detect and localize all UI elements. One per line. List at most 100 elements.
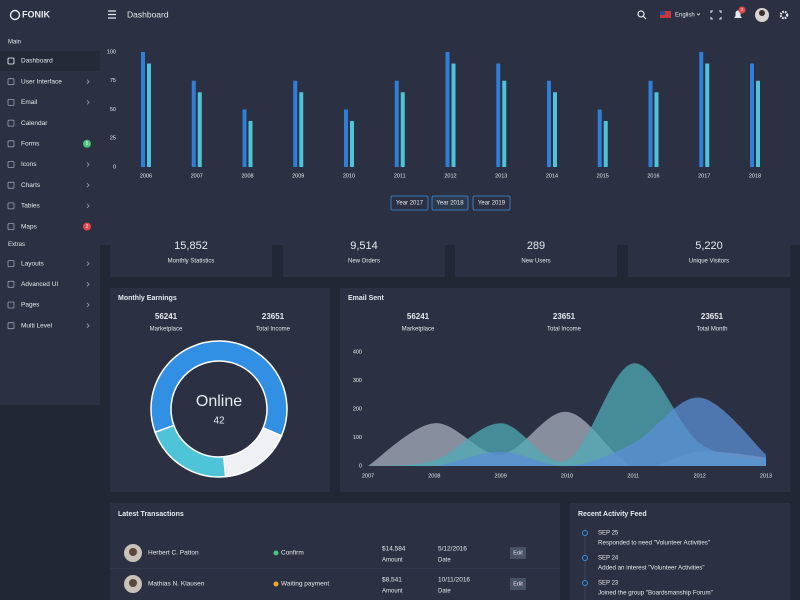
edit-button[interactable] — [510, 547, 526, 559]
activity-date: SEP 24 — [598, 556, 619, 562]
bar — [293, 80, 298, 167]
year-button[interactable] — [472, 195, 511, 211]
badge-count: 2 — [86, 224, 89, 230]
section-title: Main — [8, 40, 21, 46]
menu-item[interactable]: Charts — [21, 182, 41, 189]
bar — [248, 121, 253, 167]
fullscreen-icon[interactable] — [710, 10, 722, 20]
x-tick-label: 2012 — [444, 173, 456, 179]
bar — [299, 92, 304, 167]
bar — [597, 109, 602, 167]
date-label: Date — [438, 589, 451, 595]
x-tick-label: 2014 — [546, 173, 558, 179]
x-tick-label: 2013 — [760, 473, 772, 479]
year-button[interactable] — [431, 195, 469, 211]
menu-toggle[interactable] — [108, 10, 116, 19]
menu-icon — [7, 322, 15, 330]
y-tick-label: 25 — [110, 136, 116, 142]
date: 10/11/2016 — [438, 577, 470, 584]
stat-value: 15,852 — [174, 240, 208, 252]
menu-item[interactable]: Pages — [21, 302, 40, 309]
x-tick-label: 2006 — [140, 173, 152, 179]
stat-card — [628, 229, 790, 277]
bar — [603, 121, 608, 167]
bar — [451, 63, 456, 167]
x-tick-label: 2009 — [495, 473, 507, 479]
x-tick-label: 2008 — [428, 473, 440, 479]
active-row — [0, 51, 100, 71]
language[interactable]: English — [675, 13, 695, 19]
metric-label: Marketplace — [150, 327, 183, 333]
dropdown-caret — [696, 13, 701, 16]
timeline-dot — [582, 580, 588, 586]
badge-count: 8 — [86, 141, 89, 147]
menu-icon — [7, 161, 15, 168]
search-icon[interactable] — [637, 10, 647, 20]
stat-value: 9,514 — [350, 240, 378, 252]
amount-label: Amount — [382, 558, 403, 564]
activity-date: SEP 23 — [598, 581, 619, 587]
section-title: Extras — [8, 242, 25, 248]
menu-item[interactable]: Dashboard — [21, 58, 53, 65]
chevron — [86, 323, 90, 328]
bar — [400, 92, 405, 167]
chevron — [86, 282, 90, 287]
x-tick-label: 2011 — [394, 173, 406, 179]
flag[interactable] — [660, 11, 671, 18]
menu-item[interactable]: Forms — [21, 141, 40, 148]
bar — [654, 92, 659, 167]
status: Confirm — [281, 550, 304, 557]
x-tick-label: 2015 — [597, 173, 609, 179]
date: 5/12/2016 — [438, 546, 467, 553]
bar — [750, 63, 754, 167]
menu-icon — [7, 181, 15, 189]
x-tick-label: 2007 — [362, 473, 374, 479]
stat-value: 289 — [527, 240, 545, 252]
menu-item[interactable]: Multi Level — [21, 322, 53, 329]
menu-item[interactable]: Advanced UI — [21, 281, 58, 288]
settings-icon[interactable] — [779, 10, 789, 20]
year-button[interactable] — [390, 195, 429, 211]
activity-card — [570, 503, 790, 600]
stat-card — [110, 229, 272, 277]
donut-segment — [154, 424, 227, 478]
menu-item[interactable]: Maps — [21, 223, 38, 230]
x-tick-label: 2008 — [241, 173, 253, 179]
stat-value: 5,220 — [695, 240, 723, 252]
metric-value: 56241 — [407, 312, 430, 321]
menu-item[interactable]: Tables — [21, 203, 41, 210]
bar — [147, 63, 151, 167]
x-tick-label: 2007 — [191, 173, 203, 179]
activity-date: SEP 25 — [598, 531, 619, 537]
y-tick-label: 0 — [113, 164, 116, 170]
stat-card — [455, 229, 617, 277]
menu-icon — [7, 202, 15, 210]
page-title: Dashboard — [127, 9, 169, 19]
menu-item[interactable]: Calendar — [21, 120, 48, 127]
bar — [197, 92, 202, 167]
chevron — [86, 203, 90, 209]
x-tick-label: 2010 — [561, 473, 573, 479]
menu-item[interactable]: Icons — [21, 161, 37, 168]
chevron — [86, 79, 90, 84]
menu-item[interactable]: Email — [21, 99, 38, 106]
menu-item[interactable]: User Interface — [21, 78, 62, 85]
y-tick-label: 200 — [353, 406, 362, 412]
status-dot — [273, 550, 279, 556]
menu-icon — [7, 57, 15, 65]
donut-label: Online — [196, 393, 242, 410]
bar — [394, 80, 399, 167]
menu-item[interactable]: Layouts — [21, 260, 45, 267]
date-label: Date — [438, 558, 451, 564]
status-dot — [273, 581, 279, 587]
sidebar — [0, 30, 100, 405]
bar — [344, 109, 348, 167]
metric-value: 23651 — [262, 312, 285, 321]
x-tick-label: 2012 — [694, 473, 706, 479]
x-tick-label: 2013 — [495, 173, 507, 179]
x-tick-label: 2009 — [292, 173, 304, 179]
stat-label: Monthly Statistics — [168, 259, 215, 265]
card-title: Recent Activity Feed — [578, 511, 647, 518]
edit-button[interactable] — [510, 578, 526, 590]
bar — [445, 52, 450, 167]
